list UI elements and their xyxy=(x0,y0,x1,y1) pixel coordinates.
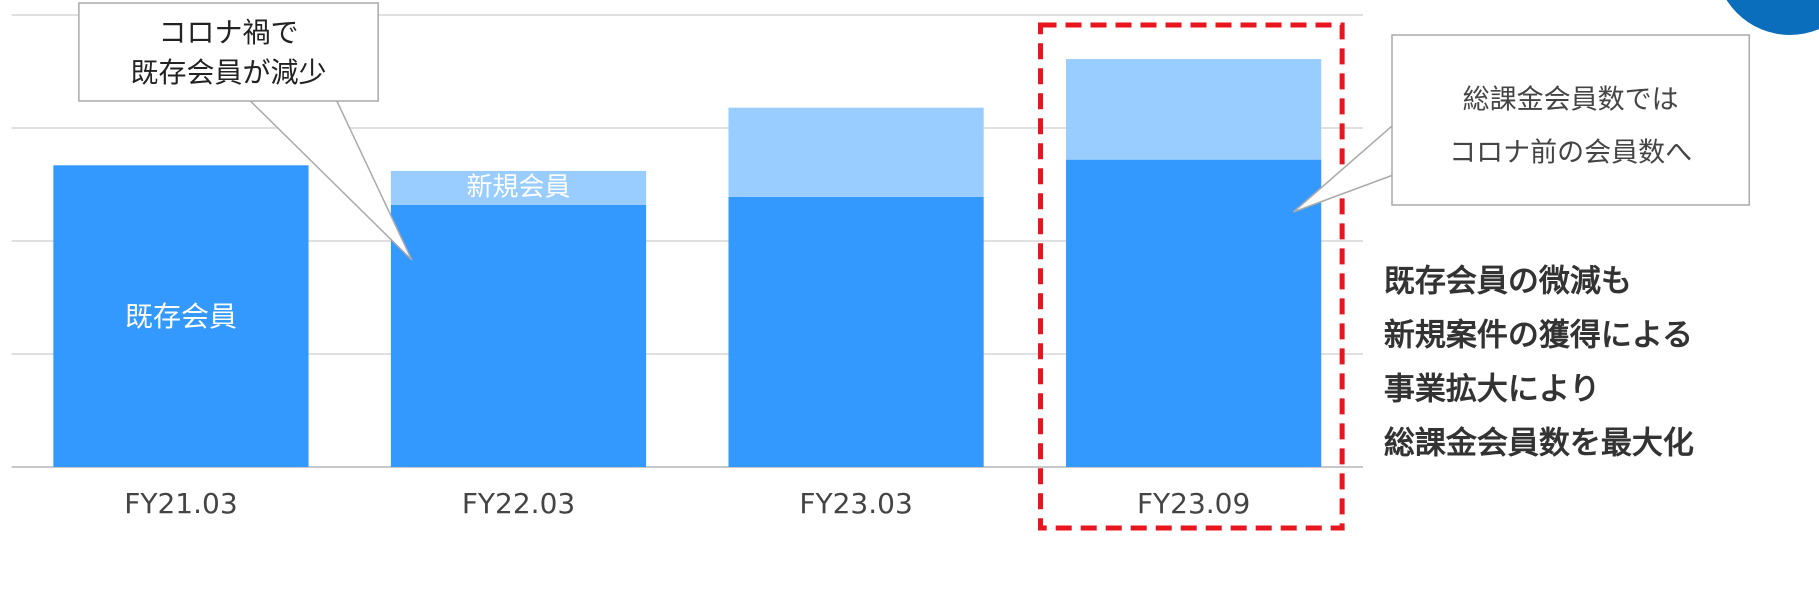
bar-segment xyxy=(1066,159,1322,467)
bar-segment xyxy=(1066,59,1322,160)
highlight-frame xyxy=(1038,22,1345,531)
callout-text: コロナ禍で xyxy=(159,16,299,49)
x-tick-label: FY22.03 xyxy=(462,487,575,520)
x-tick-label: FY21.03 xyxy=(124,487,237,520)
callout-text: 既存会員が減少 xyxy=(131,56,327,89)
bar-segment xyxy=(728,107,984,197)
segment-label: 新規会員 xyxy=(467,172,571,202)
callout-pointer xyxy=(1292,124,1394,213)
callout-box xyxy=(78,2,379,102)
callout-box xyxy=(1391,34,1751,206)
callout-text: 総課金会員数では xyxy=(1463,85,1679,116)
x-tick-label: FY23.09 xyxy=(1137,487,1250,520)
side-note: 既存会員の微減も xyxy=(1384,264,1632,300)
side-note: 事業拡大により xyxy=(1384,372,1600,408)
bar-segment xyxy=(390,204,647,467)
corner-badge xyxy=(1726,0,1819,35)
side-note: 総課金会員数を最大化 xyxy=(1384,426,1694,462)
bar-segment xyxy=(53,165,309,468)
callout-pointer xyxy=(248,99,413,261)
bar-segment xyxy=(728,196,984,467)
side-note: 新規案件の獲得による xyxy=(1384,318,1693,354)
bar-segment xyxy=(390,170,647,205)
callout-text: コロナ前の会員数へ xyxy=(1449,138,1692,169)
x-tick-label: FY23.03 xyxy=(799,487,912,520)
segment-label: 既存会員 xyxy=(125,300,237,333)
